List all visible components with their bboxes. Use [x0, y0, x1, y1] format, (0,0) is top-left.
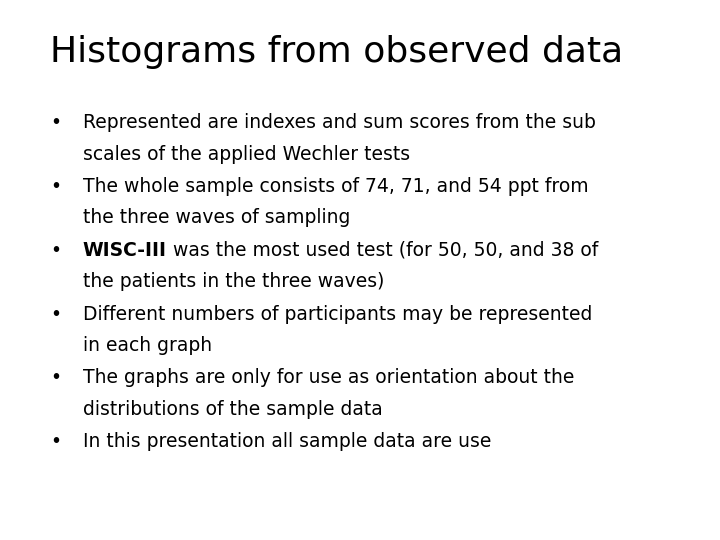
Text: scales of the applied Wechler tests: scales of the applied Wechler tests: [83, 145, 410, 164]
Text: Different numbers of participants may be represented: Different numbers of participants may be…: [83, 305, 592, 323]
Text: the patients in the three waves): the patients in the three waves): [83, 272, 384, 291]
Text: Histograms from observed data: Histograms from observed data: [50, 35, 624, 69]
Text: distributions of the sample data: distributions of the sample data: [83, 400, 382, 419]
Text: •: •: [50, 432, 61, 451]
Text: •: •: [50, 241, 61, 260]
Text: the three waves of sampling: the three waves of sampling: [83, 208, 350, 227]
Text: •: •: [50, 305, 61, 323]
Text: WISC-III: WISC-III: [83, 241, 167, 260]
Text: •: •: [50, 113, 61, 132]
Text: The whole sample consists of 74, 71, and 54 ppt from: The whole sample consists of 74, 71, and…: [83, 177, 588, 196]
Text: •: •: [50, 177, 61, 196]
Text: The graphs are only for use as orientation about the: The graphs are only for use as orientati…: [83, 368, 574, 387]
Text: In this presentation all sample data are use: In this presentation all sample data are…: [83, 432, 491, 451]
Text: Represented are indexes and sum scores from the sub: Represented are indexes and sum scores f…: [83, 113, 595, 132]
Text: in each graph: in each graph: [83, 336, 212, 355]
Text: was the most used test (for 50, 50, and 38 of: was the most used test (for 50, 50, and …: [167, 241, 598, 260]
Text: •: •: [50, 368, 61, 387]
